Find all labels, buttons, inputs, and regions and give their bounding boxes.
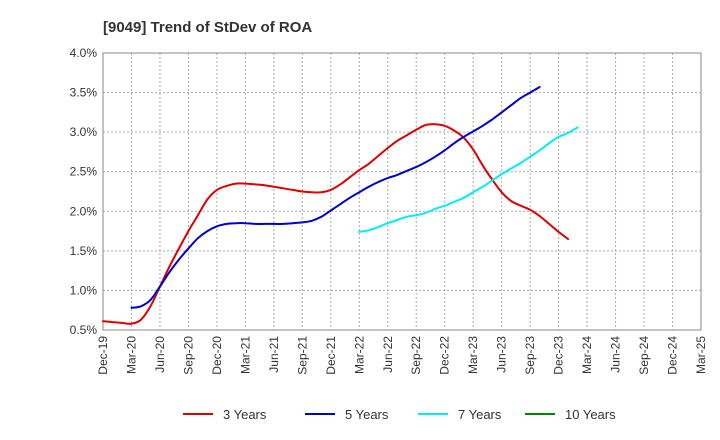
plot-border xyxy=(102,52,702,331)
y-tick-label: 0.5% xyxy=(70,323,98,337)
y-tick-label: 3.5% xyxy=(70,86,98,100)
x-tick-label: Sep-22 xyxy=(409,336,423,375)
x-tick-label: Mar-21 xyxy=(238,336,252,374)
x-tick-label: Dec-23 xyxy=(552,336,566,375)
legend-label-1: 3 Years xyxy=(223,407,267,422)
y-tick-label: 1.5% xyxy=(70,244,98,258)
x-tick-label: Mar-25 xyxy=(694,336,708,374)
x-tick-label: Jun-23 xyxy=(495,336,509,373)
x-tick-label: Jun-20 xyxy=(153,336,167,373)
y-tick-label: 2.5% xyxy=(70,165,98,179)
x-tick-label: Sep-23 xyxy=(523,336,537,375)
y-tick-label: 2.0% xyxy=(70,204,98,218)
x-tick-label: Sep-24 xyxy=(637,336,651,375)
x-tick-label: Dec-20 xyxy=(210,336,224,375)
x-tick-label: Sep-20 xyxy=(181,336,195,375)
series-line-3 xyxy=(358,126,579,233)
x-tick-label: Dec-19 xyxy=(96,336,110,375)
x-tick-label: Mar-24 xyxy=(580,336,594,374)
y-axis-ticks: 0.5% 1.0% 1.5% 2.0% 2.5% 3.0% 3.5% 4.0% xyxy=(70,46,98,337)
series-line-1 xyxy=(102,123,570,325)
series-line-2 xyxy=(130,86,541,309)
y-tick-label: 3.0% xyxy=(70,125,98,139)
x-tick-label: Jun-21 xyxy=(267,336,281,373)
x-tick-label: Sep-21 xyxy=(295,336,309,375)
series-lines xyxy=(102,86,579,325)
x-axis-ticks: Dec-19 Mar-20 Jun-20 Sep-20 Dec-20 Mar-21 Jun-… xyxy=(96,336,708,375)
legend-label-2: 5 Years xyxy=(345,407,389,422)
x-tick-label: Mar-23 xyxy=(466,336,480,374)
x-tick-label: Mar-22 xyxy=(352,336,366,374)
x-tick-label: Dec-21 xyxy=(324,336,338,375)
x-tick-label: Dec-22 xyxy=(438,336,452,375)
x-tick-label: Jun-22 xyxy=(381,336,395,373)
legend-label-3: 7 Years xyxy=(458,407,502,422)
y-tick-label: 4.0% xyxy=(70,46,98,60)
legend: 3 Years 5 Years 7 Years 10 Years xyxy=(183,407,616,422)
plot-area xyxy=(103,53,701,330)
x-tick-label: Dec-24 xyxy=(666,336,680,375)
chart-title: [9049] Trend of StDev of ROA xyxy=(103,19,312,36)
legend-label-4: 10 Years xyxy=(565,407,616,422)
x-tick-label: Mar-20 xyxy=(124,336,138,374)
y-tick-label: 1.0% xyxy=(70,283,98,297)
x-tick-label: Jun-24 xyxy=(609,336,623,373)
